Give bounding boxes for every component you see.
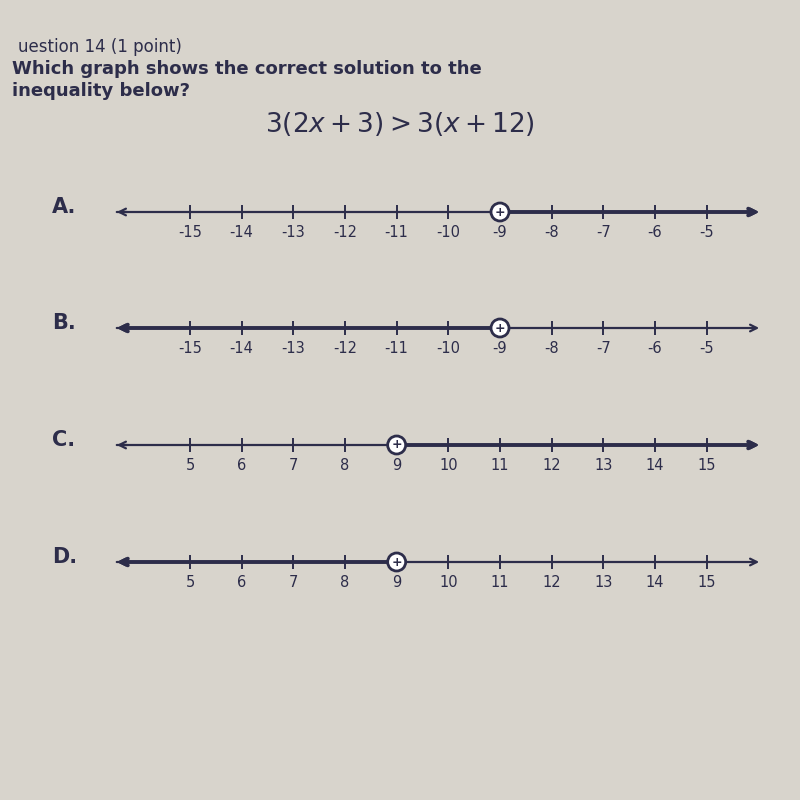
Text: 5: 5 [186,458,194,473]
Text: $3(2x + 3) > 3(x + 12)$: $3(2x + 3) > 3(x + 12)$ [265,110,535,138]
Text: A.: A. [52,197,76,217]
Text: 11: 11 [490,575,510,590]
Text: +: + [391,555,402,569]
Text: -5: -5 [699,341,714,356]
Circle shape [491,319,509,337]
Text: 8: 8 [340,458,350,473]
Text: B.: B. [52,313,76,333]
Text: 12: 12 [542,458,561,473]
Text: 7: 7 [289,575,298,590]
Text: -15: -15 [178,225,202,240]
Text: 14: 14 [646,575,664,590]
Text: -7: -7 [596,341,610,356]
Text: -11: -11 [385,225,409,240]
Text: -13: -13 [282,225,306,240]
Circle shape [388,553,406,571]
Text: 12: 12 [542,575,561,590]
Circle shape [388,436,406,454]
Text: -11: -11 [385,341,409,356]
Text: 13: 13 [594,458,613,473]
Text: +: + [494,322,506,334]
Text: C.: C. [52,430,75,450]
Text: 9: 9 [392,575,402,590]
Text: 5: 5 [186,575,194,590]
Text: 14: 14 [646,458,664,473]
Text: 11: 11 [490,458,510,473]
Text: 13: 13 [594,575,613,590]
Text: 6: 6 [237,458,246,473]
Text: -14: -14 [230,225,254,240]
Text: 15: 15 [698,458,716,473]
Text: 9: 9 [392,458,402,473]
Text: inequality below?: inequality below? [12,82,190,100]
Text: -15: -15 [178,341,202,356]
Text: -13: -13 [282,341,306,356]
Text: -9: -9 [493,341,507,356]
Text: -12: -12 [333,341,357,356]
Text: 7: 7 [289,458,298,473]
Text: -9: -9 [493,225,507,240]
Text: -10: -10 [436,225,460,240]
Text: -8: -8 [544,341,559,356]
Text: 6: 6 [237,575,246,590]
Text: 10: 10 [439,458,458,473]
Circle shape [491,203,509,221]
Text: 10: 10 [439,575,458,590]
Text: -6: -6 [648,341,662,356]
Text: -8: -8 [544,225,559,240]
Text: D.: D. [52,547,77,567]
Text: +: + [494,206,506,218]
Text: 8: 8 [340,575,350,590]
Text: uestion 14 (1 point): uestion 14 (1 point) [18,38,182,56]
Text: 15: 15 [698,575,716,590]
Text: -14: -14 [230,341,254,356]
Text: Which graph shows the correct solution to the: Which graph shows the correct solution t… [12,60,482,78]
Text: -12: -12 [333,225,357,240]
Text: -6: -6 [648,225,662,240]
Text: +: + [391,438,402,451]
Text: -10: -10 [436,341,460,356]
Text: -7: -7 [596,225,610,240]
Text: -5: -5 [699,225,714,240]
